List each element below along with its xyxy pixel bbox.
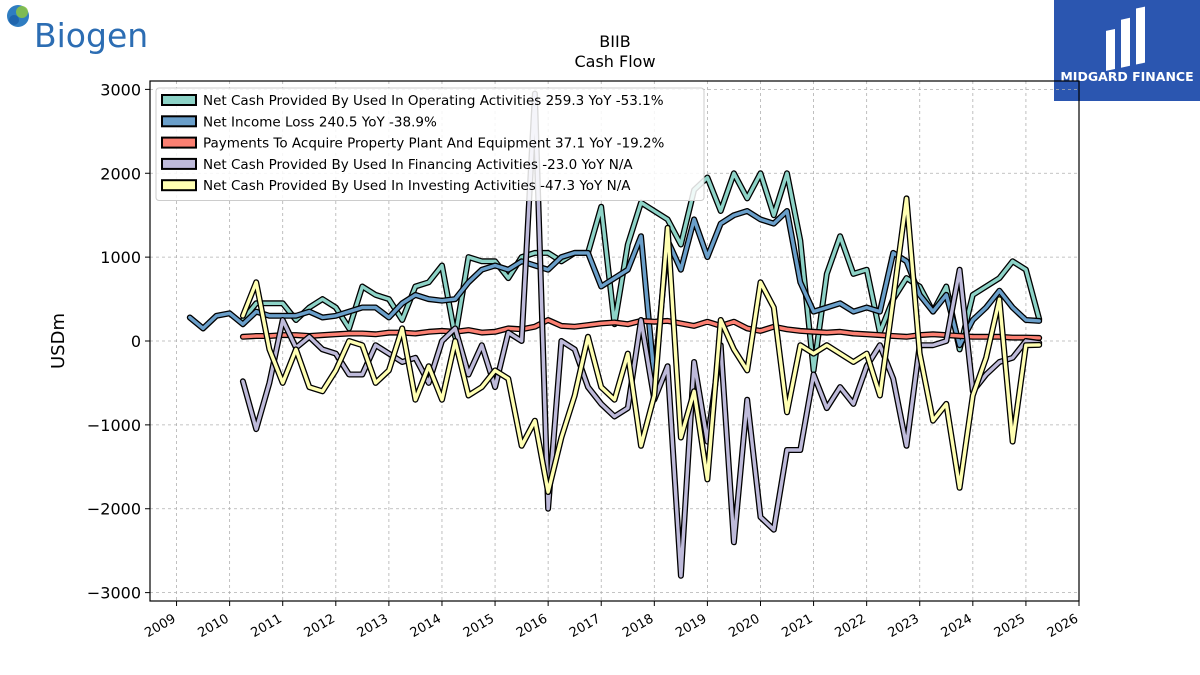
x-tick-label: 2025 [992, 611, 1028, 641]
x-tick-label: 2009 [142, 611, 178, 641]
x-tick-label: 2024 [939, 611, 975, 641]
y-tick-label: 0 [131, 332, 141, 351]
legend-swatch [161, 157, 197, 170]
series-line-1 [241, 171, 1041, 373]
x-tick-label: 2020 [726, 611, 762, 641]
midgard-finance-logo: MIDGARD FINANCE [1054, 0, 1200, 101]
legend-label: Net Cash Provided By Used In Investing A… [203, 178, 631, 194]
y-tick-label: −1000 [87, 416, 141, 435]
legend-label: Net Cash Provided By Used In Financing A… [203, 157, 633, 173]
x-tick-label: 2012 [302, 611, 338, 641]
x-tick-label: 2022 [832, 611, 868, 641]
x-tick-label: 2023 [886, 611, 922, 641]
x-tick-label: 2017 [567, 611, 603, 641]
legend-swatch [161, 94, 197, 106]
legend-swatch [161, 179, 197, 192]
midgard-emblem-icon [1106, 6, 1145, 71]
midgard-logo-text: MIDGARD FINANCE [1060, 69, 1193, 84]
chart-title: BIIB [599, 32, 630, 51]
x-tick-label: 2018 [620, 611, 656, 641]
legend-label: Net Cash Provided By Used In Operating A… [203, 93, 664, 109]
chart-subtitle: Cash Flow [574, 52, 655, 71]
y-tick-label: −3000 [87, 584, 141, 603]
legend-swatch [161, 115, 197, 128]
legend-swatch [161, 136, 197, 149]
biogen-logo: Biogen [7, 5, 148, 55]
x-tick-label: 2019 [673, 611, 709, 641]
legend-label: Net Income Loss 240.5 YoY -38.9% [203, 114, 437, 130]
biogen-logo-text: Biogen [34, 16, 148, 55]
x-tick-label: 2010 [195, 611, 231, 641]
legend: Net Cash Provided By Used In Operating A… [155, 87, 705, 201]
x-tick-label: 2026 [1045, 611, 1081, 641]
y-tick-label: −2000 [87, 500, 141, 519]
x-tick-label: 2013 [355, 611, 391, 641]
series-lines [186, 90, 1043, 579]
y-axis-label: USDm [48, 313, 69, 369]
x-tick-label: 2011 [249, 611, 285, 641]
x-tick-label: 2016 [514, 611, 550, 641]
series-line-4 [241, 91, 1041, 578]
legend-box [155, 87, 705, 201]
x-tick-label: 2014 [408, 611, 444, 641]
y-tick-label: 1000 [100, 248, 141, 267]
y-tick-label: 3000 [100, 80, 141, 99]
y-tick-label: 2000 [100, 164, 141, 183]
series-line-5 [241, 196, 1041, 494]
plot-frame [149, 80, 1080, 602]
x-tick-label: 2015 [461, 611, 497, 641]
legend-label: Payments To Acquire Property Plant And E… [203, 136, 665, 152]
x-tick-label: 2021 [779, 611, 815, 641]
